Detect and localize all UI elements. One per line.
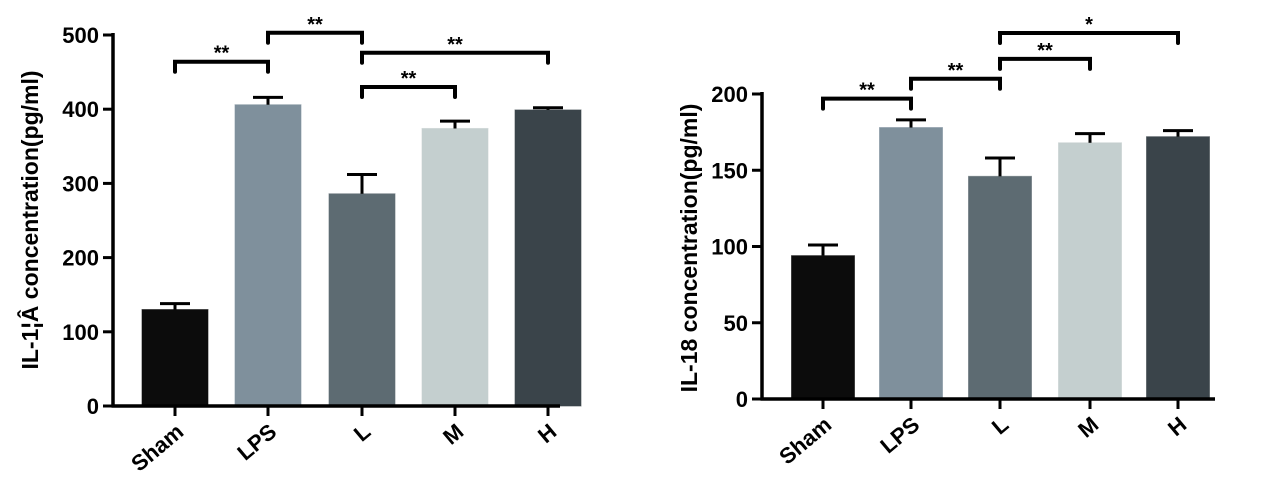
y-tick-label: 100 [62,320,99,345]
significance-bracket [998,31,1180,45]
y-axis-label: IL-18 concentration(pg/ml) [676,104,702,393]
bar-l [968,175,1032,400]
y-tick-label: 500 [62,23,99,48]
y-tick-label: 400 [62,97,99,122]
bar-m [421,127,489,407]
bar-lps [879,127,943,400]
bar-m [1058,142,1122,400]
significance-bracket [266,30,364,45]
bar-lps [234,104,302,407]
y-axis-label: IL-1¦Â concentration(pg/ml) [16,70,43,369]
x-tick-label: M [438,419,468,450]
significance-bracket [998,56,1092,71]
significance-label: ** [214,43,230,65]
x-tick-label: LPS [232,419,281,466]
bar-h [514,109,582,407]
significance-label: * [1085,14,1093,36]
y-tick-label: 300 [62,171,99,196]
bar-l [328,193,396,407]
x-tick-label: L [349,419,375,447]
significance-label: ** [401,68,417,90]
significance-bracket [821,96,913,111]
x-tick-label: H [533,419,561,448]
significance-label: ** [1037,40,1053,62]
bar-sham [791,255,855,400]
significance-bracket [360,84,457,99]
chart-panel-2: Sham LPS L M H 0 50 100 150 200 IL-18 concentratio… [676,14,1215,469]
y-tick-label: 150 [711,158,748,183]
significance-bracket [360,50,550,65]
significance-bracket [173,59,270,74]
chart-panel-1: Sham LPS L M H 0 100 200 300 400 500 IL-1¦Â concent… [16,14,582,477]
y-tick-label: 0 [736,387,748,412]
x-tick-label: Sham [774,412,836,470]
y-tick-label: 0 [87,394,99,419]
bar-h [1146,136,1210,400]
y-tick-label: 200 [711,82,748,107]
significance-label: ** [948,60,964,82]
significance-label: ** [307,14,323,36]
x-tick-label: M [1073,412,1103,443]
significance-label: ** [859,80,875,102]
x-tick-label: Sham [126,419,188,477]
x-tick-label: LPS [875,412,924,459]
x-tick-label: H [1163,412,1191,441]
significance-bracket [909,76,1002,91]
bar-sham [141,309,209,407]
significance-label: ** [447,34,463,56]
x-tick-label: L [987,412,1013,440]
y-tick-label: 50 [724,311,748,336]
y-tick-label: 100 [711,235,748,260]
y-tick-label: 200 [62,246,99,271]
